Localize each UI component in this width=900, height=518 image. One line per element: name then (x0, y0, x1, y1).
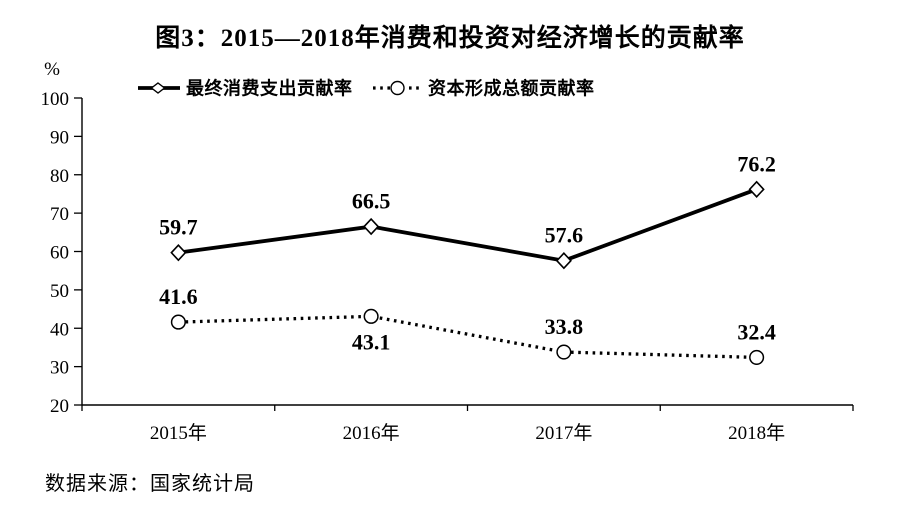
x-tick-label: 2015年 (150, 422, 207, 444)
marker-diamond (170, 243, 187, 262)
legend-circle-marker (390, 80, 405, 96)
y-tick-label: 60 (50, 243, 69, 264)
y-axis-unit-label: % (44, 59, 60, 80)
series-line-0 (178, 187, 758, 263)
data-label: 33.8 (545, 314, 584, 339)
x-tick-label: 2018年 (728, 422, 785, 444)
data-label: 43.1 (352, 329, 391, 354)
data-label: 66.5 (352, 189, 391, 214)
chart-title: 图3：2015—2018年消费和投资对经济增长的贡献率 (155, 25, 745, 52)
marker-diamond (555, 252, 572, 270)
y-tick-label: 80 (50, 166, 69, 187)
series-line-1 (178, 314, 757, 360)
x-tick-label: 2016年 (343, 422, 400, 444)
marker-diamond (748, 180, 765, 199)
marker-circle (749, 349, 765, 365)
data-label: 41.6 (159, 284, 198, 309)
y-tick-label: 50 (50, 281, 69, 302)
data-label: 32.4 (737, 319, 776, 344)
marker-circle (363, 308, 379, 324)
y-tick-label: 100 (41, 89, 70, 110)
source-note: 数据来源：国家统计局 (45, 473, 255, 495)
data-label: 57.6 (545, 223, 584, 248)
data-label: 59.7 (159, 215, 198, 240)
data-label: 76.2 (737, 151, 776, 176)
y-tick-label: 40 (50, 319, 69, 340)
marker-diamond (363, 217, 380, 236)
legend-label: 资本形成总额贡献率 (428, 78, 595, 99)
marker-circle (170, 314, 186, 330)
legend-label: 最终消费支出贡献率 (186, 78, 353, 99)
y-tick-label: 90 (50, 127, 69, 148)
x-tick-label: 2017年 (535, 422, 592, 444)
legend-diamond-marker (150, 82, 166, 94)
y-tick-label: 30 (50, 358, 69, 379)
marker-circle (556, 344, 572, 360)
y-tick-label: 70 (50, 204, 69, 225)
y-tick-label: 20 (50, 396, 69, 417)
